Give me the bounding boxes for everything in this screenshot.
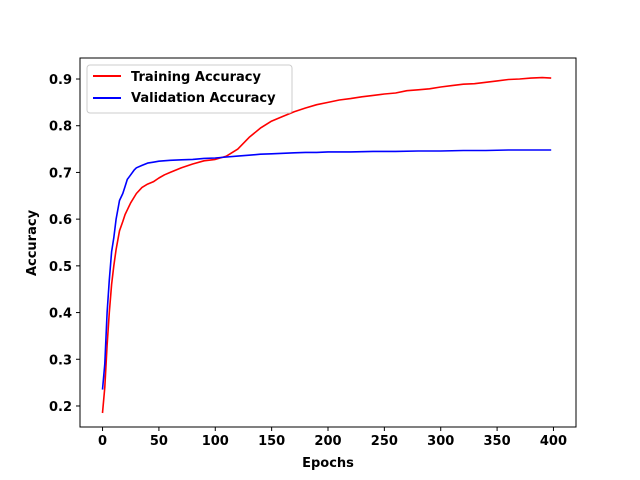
y-tick-label: 0.6 (49, 213, 72, 228)
y-axis-label: Accuracy (25, 209, 40, 276)
x-tick-label: 300 (427, 434, 454, 449)
y-axis: 0.2 0.3 0.4 0.5 0.6 0.7 0.8 0.9 (49, 73, 80, 415)
series-layer (101, 76, 552, 414)
x-tick-label: 50 (150, 434, 168, 449)
x-tick-label: 400 (540, 434, 567, 449)
x-axis-label: Epochs (302, 456, 354, 471)
x-tick-label: 0 (98, 434, 107, 449)
x-tick-label: 200 (314, 434, 341, 449)
y-tick-label: 0.4 (49, 307, 72, 322)
training-accuracy-line (101, 76, 552, 414)
y-tick-label: 0.2 (49, 400, 72, 415)
y-tick-label: 0.3 (49, 353, 72, 368)
x-axis: 0 50 100 150 200 250 300 350 400 (98, 427, 567, 449)
x-tick-label: 100 (202, 434, 229, 449)
x-tick-label: 350 (484, 434, 511, 449)
y-tick-label: 0.8 (49, 120, 72, 135)
legend-box (86, 64, 293, 114)
x-tick-label: 150 (258, 434, 285, 449)
legend-label-validation: Validation Accuracy (131, 91, 276, 106)
legend: Training Accuracy Validation Accuracy (86, 64, 293, 114)
x-tick-label: 250 (371, 434, 398, 449)
y-tick-label: 0.7 (49, 166, 72, 181)
y-tick-label: 0.9 (49, 73, 72, 88)
legend-label-training: Training Accuracy (131, 70, 261, 85)
y-tick-label: 0.5 (49, 260, 72, 275)
validation-accuracy-line (101, 149, 552, 390)
